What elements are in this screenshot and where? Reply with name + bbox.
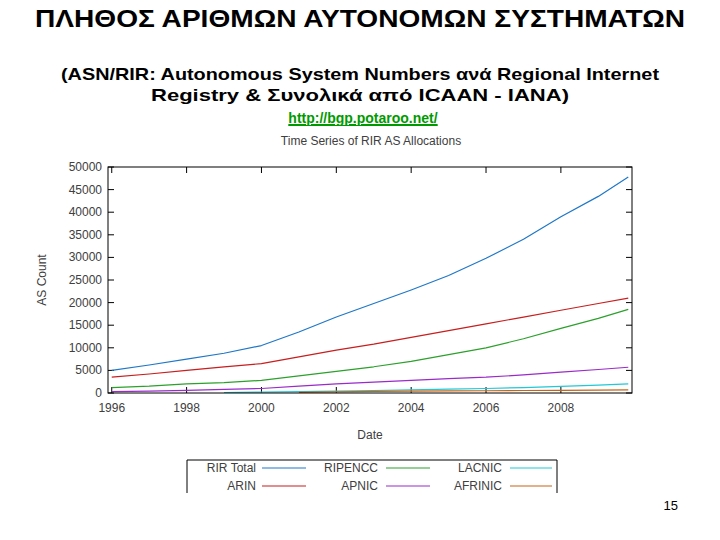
legend-label: RIPENCC [324, 461, 378, 475]
y-tick [108, 325, 114, 326]
x-tick-mirror [261, 167, 262, 173]
y-tick-label: 45000 [69, 183, 103, 197]
plot-frame [108, 167, 632, 393]
legend-label: APNIC [341, 479, 378, 493]
y-tick-label: 40000 [69, 205, 103, 219]
x-tick-mirror [186, 167, 187, 173]
y-tick-label: 30000 [69, 250, 103, 264]
source-link[interactable]: http://bgp.potaroo.net/ [288, 110, 437, 126]
y-tick-label: 5000 [75, 363, 102, 377]
legend-label: ARIN [227, 479, 256, 493]
x-tick-label: 2004 [398, 401, 425, 415]
y-tick-mirror [626, 257, 632, 258]
series-line [112, 298, 629, 377]
y-tick [108, 280, 114, 281]
series-line [224, 384, 628, 393]
legend-frame [187, 460, 557, 493]
x-tick-label: 2000 [248, 401, 275, 415]
slide-subtitle: Registry & Συνολικά από ICAAN - IANA) [151, 86, 569, 105]
x-axis-label: Date [357, 428, 383, 442]
legend-label: AFRINIC [454, 479, 502, 493]
legend-swatch [510, 467, 552, 468]
chart-title: Time Series of RIR AS Allocations [281, 134, 461, 148]
x-tick-label: 1998 [173, 401, 200, 415]
y-tick-label: 10000 [69, 341, 103, 355]
x-tick-label: 2002 [323, 401, 350, 415]
y-tick-mirror [626, 212, 632, 213]
y-tick-label: 35000 [69, 228, 103, 242]
y-tick-label: 25000 [69, 273, 103, 287]
slide-title: ΠΛΗΘΟΣ ΑΡΙΘΜΩΝ ΑΥΤΟΝΟΜΩΝ ΣΥΣΤΗΜΑΤΩΝ [35, 5, 685, 32]
legend-swatch [262, 485, 306, 486]
x-tick-label: 2006 [473, 401, 500, 415]
legend-swatch [386, 485, 430, 486]
legend-swatch [262, 467, 306, 468]
y-tick-label: 15000 [69, 318, 103, 332]
series-line [112, 177, 629, 370]
series-line [112, 309, 629, 387]
y-tick-mirror [626, 280, 632, 281]
x-tick-mirror [111, 167, 112, 173]
y-tick [108, 347, 114, 348]
x-tick-mirror [336, 167, 337, 173]
page-number: 15 [664, 498, 678, 513]
x-tick-mirror [486, 167, 487, 173]
x-tick-label: 2008 [548, 401, 575, 415]
y-tick [108, 212, 114, 213]
x-tick-label: 1996 [98, 401, 125, 415]
legend-swatch [386, 467, 430, 468]
series-line [299, 390, 628, 392]
x-tick-mirror [411, 167, 412, 173]
x-tick-mirror [560, 167, 561, 173]
y-tick-mirror [626, 234, 632, 235]
y-tick [108, 302, 114, 303]
series-group [112, 177, 629, 393]
y-tick-mirror [626, 302, 632, 303]
y-tick-mirror [626, 370, 632, 371]
y-tick-label: 20000 [69, 296, 103, 310]
y-tick-mirror [626, 347, 632, 348]
legend-label: LACNIC [458, 461, 502, 475]
y-tick-mirror [626, 189, 632, 190]
slide-subtitle: (ASN/RIR: Autonomous System Numbers ανά … [61, 65, 659, 84]
y-tick-mirror [626, 325, 632, 326]
y-tick-label: 50000 [69, 160, 103, 174]
y-tick [108, 234, 114, 235]
legend: RIR Total ARIN RIPENCC APNIC LACNIC AFRINIC [187, 460, 557, 493]
y-axis-label: AS Count [35, 254, 49, 306]
series-line [112, 367, 629, 391]
legend-label: RIR Total [207, 461, 256, 475]
slide: ΠΛΗΘΟΣ ΑΡΙΘΜΩΝ ΑΥΤΟΝΟΜΩΝ ΣΥΣΤΗΜΑΤΩΝ (ASN/… [0, 0, 720, 540]
y-tick-label: 0 [95, 386, 102, 400]
chart: Time Series of RIR AS Allocations Date AS … [35, 134, 632, 493]
y-tick [108, 257, 114, 258]
background [0, 0, 720, 540]
legend-swatch [510, 485, 552, 486]
y-tick [108, 189, 114, 190]
link-underline [288, 125, 437, 126]
